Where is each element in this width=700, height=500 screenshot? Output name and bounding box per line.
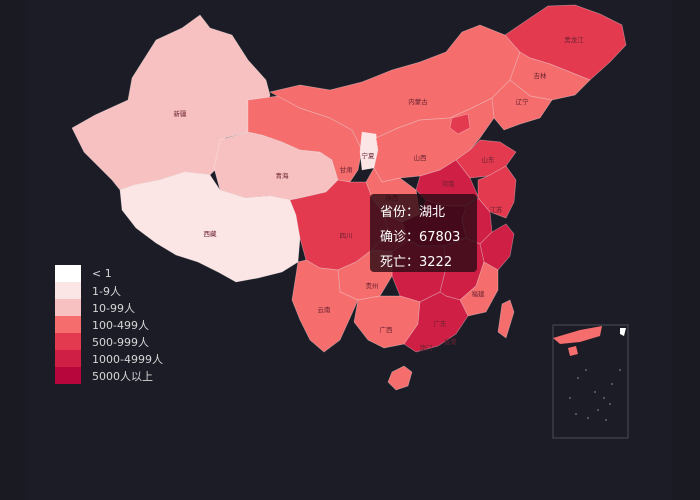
region-guangdong[interactable] [403, 291, 469, 353]
label-aomen: 澳门 [420, 343, 433, 352]
legend-swatch [55, 282, 81, 299]
legend-label: < 1 [92, 267, 112, 280]
legend-item[interactable]: 500-999人 [55, 333, 163, 350]
legend-swatch [55, 333, 81, 350]
label-fujian: 福建 [472, 289, 486, 298]
legend-swatch [55, 367, 81, 384]
legend-label: 100-499人 [92, 318, 149, 332]
label-yunnan: 云南 [318, 305, 332, 314]
label-qinghai: 青海 [276, 171, 290, 180]
tooltip-confirmed-value: 67803 [419, 230, 461, 245]
tooltip-province-row: 省份：湖北 [380, 200, 477, 225]
region-liaoning[interactable] [491, 79, 553, 131]
label-xinjiang: 新疆 [174, 109, 188, 118]
label-gansu: 甘肃 [340, 165, 354, 174]
tooltip-province-label: 省份： [380, 205, 420, 220]
legend-item[interactable]: < 1 [55, 265, 163, 282]
legend-label: 5000人以上 [92, 369, 153, 383]
tooltip-deaths-row: 死亡：3222 [380, 250, 477, 275]
label-shanxi: 山西 [414, 153, 428, 162]
tooltip-deaths-value: 3222 [419, 255, 453, 270]
tooltip-deaths-label: 死亡： [380, 255, 420, 270]
province-tooltip: 省份：湖北 确诊：67803 死亡：3222 [370, 194, 477, 272]
region-taiwan[interactable] [497, 299, 515, 339]
legend-item[interactable]: 10-99人 [55, 299, 163, 316]
legend-item[interactable]: 100-499人 [55, 316, 163, 333]
label-ningxia: 宁夏 [362, 151, 376, 160]
legend-swatch [55, 299, 81, 316]
label-shandong: 山东 [482, 155, 496, 164]
legend-swatch [55, 316, 81, 333]
label-guangdong: 广东 [434, 319, 448, 328]
legend-swatch [55, 350, 81, 367]
label-sichuan: 四川 [340, 232, 353, 240]
inset-islands [569, 369, 621, 421]
legend-label: 1-9人 [92, 284, 121, 298]
tooltip-confirmed-label: 确诊： [380, 230, 420, 245]
legend-label: 10-99人 [92, 301, 135, 315]
label-jilin: 吉林 [534, 71, 548, 80]
region-fujian[interactable] [459, 261, 499, 317]
label-heilongjiang: 黑龙江 [564, 35, 584, 44]
label-xianggang: 香港 [444, 337, 458, 346]
right-shade [672, 0, 700, 500]
label-guizhou: 贵州 [366, 281, 379, 290]
region-xizang[interactable] [119, 171, 301, 283]
region-hainan[interactable] [387, 365, 413, 391]
region-beijing[interactable] [449, 113, 471, 135]
label-guangxi: 广西 [380, 325, 394, 334]
legend-item[interactable]: 1-9人 [55, 282, 163, 299]
label-liaoning: 辽宁 [516, 97, 530, 106]
region-shandong[interactable] [455, 139, 517, 179]
legend-item[interactable]: 1000-4999人 [55, 350, 163, 367]
legend: < 1 1-9人 10-99人 100-499人 500-999人 1000-4… [55, 265, 163, 384]
legend-label: 500-999人 [92, 335, 149, 349]
inset-coast [553, 326, 602, 344]
south-sea-inset [552, 324, 629, 439]
inset-hainan [568, 346, 578, 356]
legend-label: 1000-4999人 [92, 352, 163, 366]
tooltip-confirmed-row: 确诊：67803 [380, 225, 477, 250]
label-jiangsu: 江苏 [490, 205, 504, 214]
label-xizang: 西藏 [204, 229, 218, 238]
tooltip-province-value: 湖北 [419, 205, 446, 220]
left-shade [0, 0, 28, 500]
region-yunnan[interactable] [291, 259, 359, 353]
label-henan: 河南 [442, 179, 456, 188]
legend-swatch [55, 265, 81, 282]
legend-item[interactable]: 5000人以上 [55, 367, 163, 384]
inset-taiwan [620, 328, 626, 336]
label-neimenggu: 内蒙古 [408, 97, 428, 106]
